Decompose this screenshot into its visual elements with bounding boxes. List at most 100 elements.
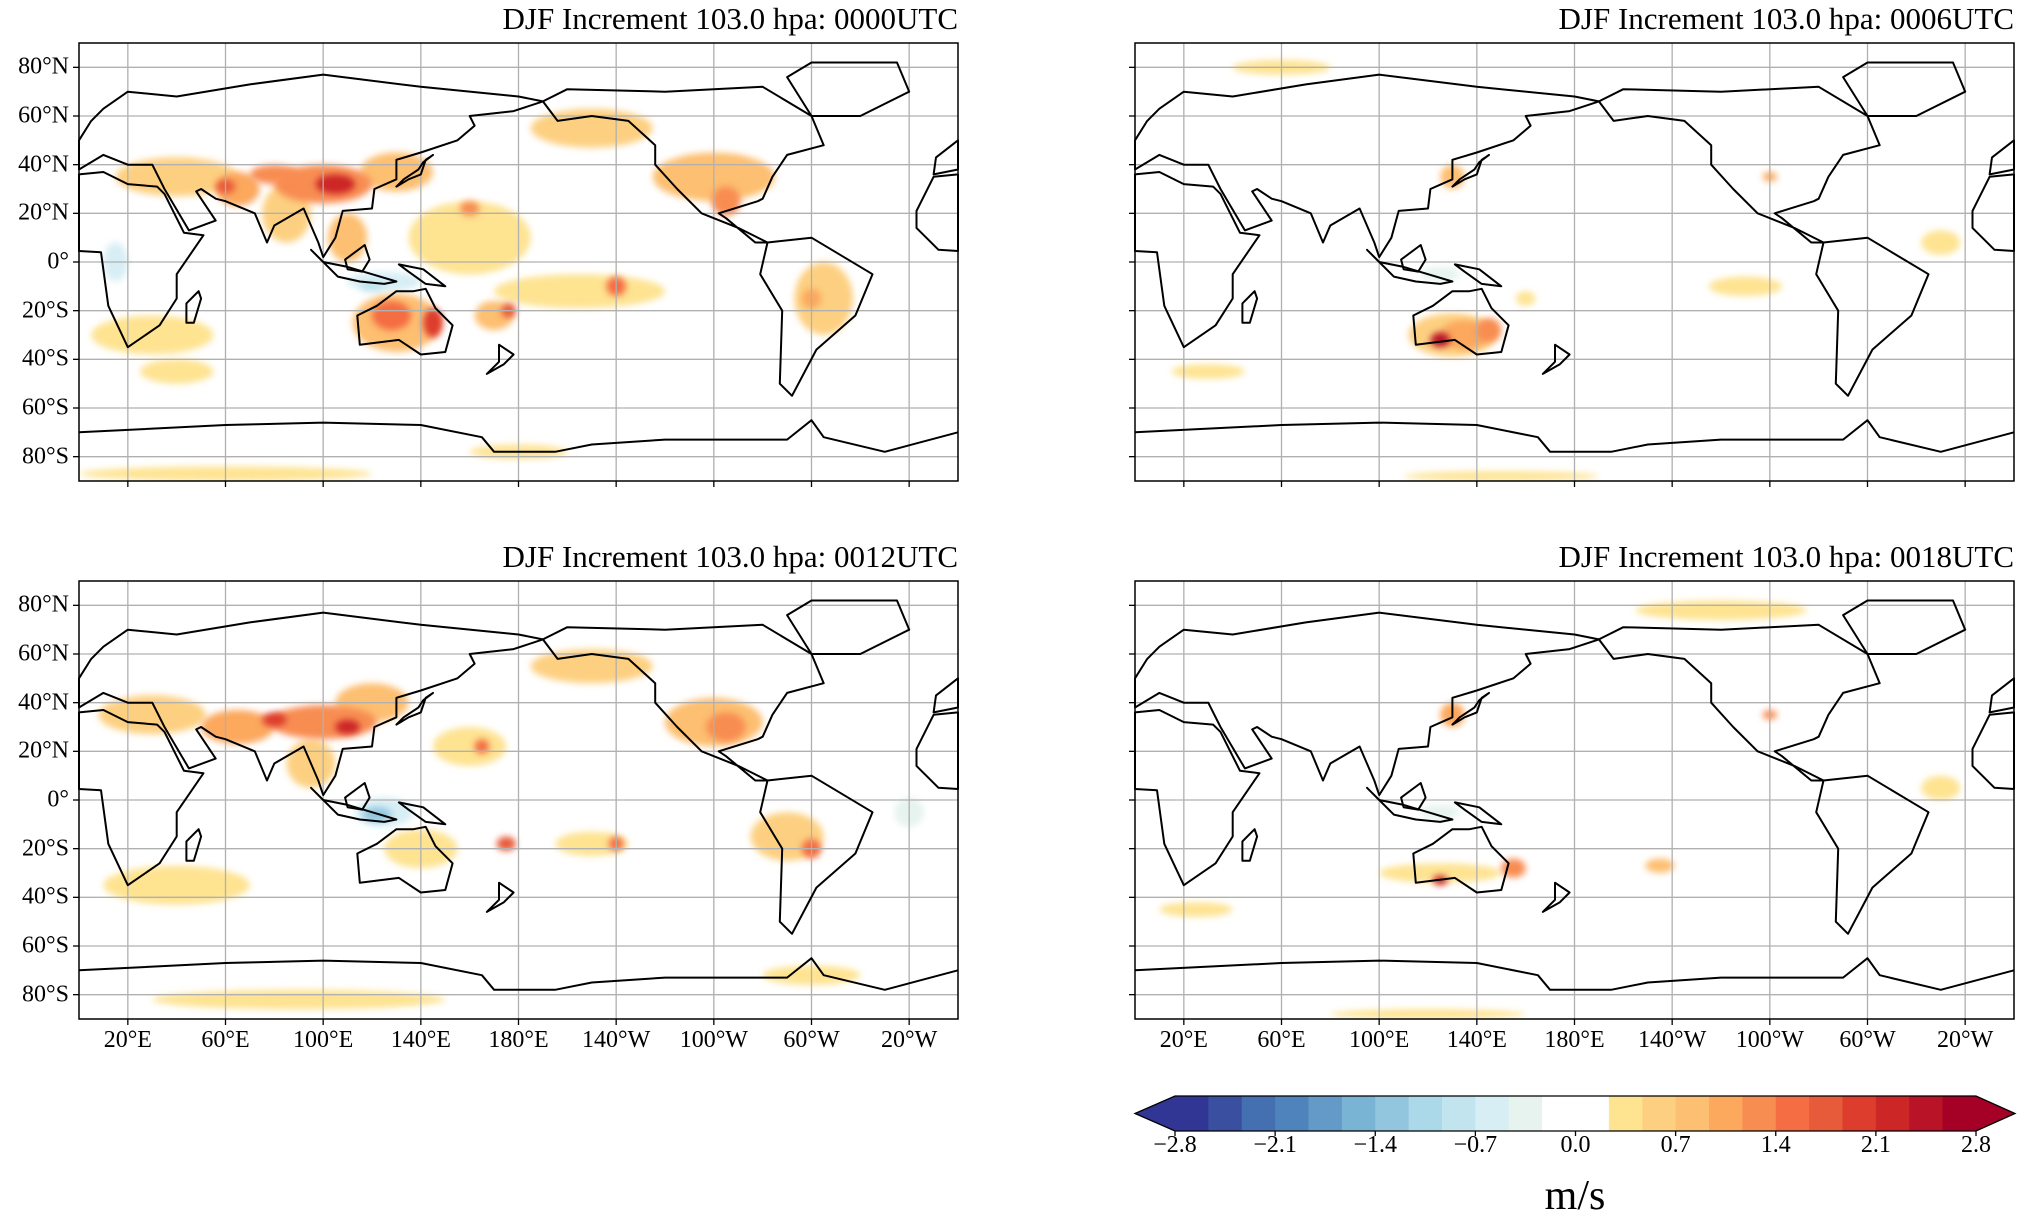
lat-tick-label: 20°S	[22, 835, 69, 862]
coastline-nz	[485, 343, 515, 375]
colorbar-swatch	[1575, 1096, 1610, 1131]
colorbar-swatch	[1642, 1096, 1677, 1131]
gridlines	[1135, 43, 2014, 481]
colorbar-swatch	[1375, 1096, 1410, 1131]
coastline-greenland	[1842, 599, 1967, 655]
colorbar-swatch	[1942, 1096, 1977, 1131]
lon-tick-label: 20°W	[881, 1027, 938, 1053]
colorbar-swatch	[1909, 1096, 1944, 1131]
coastline-newguinea	[397, 801, 447, 826]
lat-tick-label: 80°S	[22, 981, 69, 1008]
lat-tick-label: 0°	[47, 786, 69, 813]
lon-tick-label: 100°E	[293, 1027, 354, 1053]
map-panel-0018utc: DJF Increment 103.0 hpa: 0018UTC 20°E 60°…	[1129, 539, 2015, 1053]
lat-tick-label: 80°N	[18, 591, 69, 618]
coastline-japan	[1451, 691, 1490, 726]
colorbar-swatch	[1809, 1096, 1843, 1131]
coastline-nz	[1541, 881, 1571, 913]
colorbar-tick-label: 0.0	[1560, 1132, 1591, 1158]
colorbar-swatch	[1208, 1096, 1243, 1131]
coastline-africa	[78, 171, 205, 349]
coastline-africa	[1134, 709, 1261, 887]
coastline-antarctica	[1134, 419, 2015, 453]
coastline-nz	[485, 881, 515, 913]
coastline-africa	[1134, 171, 1261, 349]
colorbar-swatch	[1408, 1096, 1443, 1131]
map-canvas	[73, 580, 959, 1025]
lon-tick-label: 60°W	[783, 1027, 840, 1053]
coastline-newguinea	[397, 263, 447, 288]
map-panel-0006utc: DJF Increment 103.0 hpa: 0006UTC	[1129, 1, 2015, 487]
lon-tick-label: 60°W	[1839, 1027, 1896, 1053]
colorbar-swatch	[1341, 1096, 1376, 1131]
colorbar-swatch	[1742, 1096, 1777, 1131]
lat-tick-label: 80°N	[18, 53, 69, 80]
coastline-eurasia	[1988, 139, 2015, 176]
coastline-antarctica	[78, 419, 959, 453]
coastline-borneo	[1400, 244, 1427, 273]
lon-tick-label: 140°E	[1446, 1027, 1507, 1053]
colorbar-swatch	[1775, 1096, 1810, 1131]
coastline-samerica	[1815, 236, 1930, 397]
coastline-eurasia	[78, 73, 544, 259]
coastline-australia	[356, 287, 454, 356]
coastline-africa	[78, 709, 205, 887]
colorbar-swatch	[1308, 1096, 1343, 1131]
map-canvas	[1129, 580, 2015, 1025]
lat-tick-label: 60°N	[18, 102, 69, 129]
coastline-borneo	[1400, 782, 1427, 811]
colorbar-swatch	[1709, 1096, 1743, 1131]
lon-tick-label: 20°E	[1159, 1027, 1208, 1053]
lat-tick-label: 40°N	[18, 151, 69, 178]
coastline-greenland	[786, 599, 911, 655]
coastline-eurasia	[1134, 611, 1600, 797]
coastline-newguinea	[1453, 263, 1503, 288]
coastlines	[78, 61, 959, 453]
lat-tick-label: 20°N	[18, 199, 69, 226]
coastline-australia	[1412, 287, 1510, 356]
coastlines	[1134, 61, 2015, 453]
coastline-greenland	[786, 61, 911, 117]
colorbar-swatch	[1542, 1096, 1576, 1131]
coastline-samerica	[759, 236, 874, 397]
colorbar-extend-min	[1135, 1096, 1175, 1131]
coastline-eurasia	[1988, 677, 2015, 714]
coastline-eurasia	[1134, 73, 1600, 259]
lon-tick-label: 100°W	[1735, 1027, 1804, 1053]
colorbar: m/s −2.8 −2.1 −1.4 −0.7 0.0 0.7 1.4 2.1 2.8	[1130, 1090, 2020, 1230]
colorbar-swatch	[1475, 1096, 1510, 1131]
coastline-madagascar	[1241, 828, 1259, 862]
lon-tick-label: 60°E	[1257, 1027, 1306, 1053]
colorbar-tick-label: −2.8	[1153, 1132, 1197, 1158]
colorbar-tick-label: 2.8	[1961, 1132, 1991, 1158]
lat-tick-label: 60°S	[22, 932, 69, 959]
colorbar-tick-label: −1.4	[1353, 1132, 1398, 1158]
panel-title: DJF Increment 103.0 hpa: 0018UTC	[1558, 539, 2014, 574]
lat-tick-label: 80°S	[22, 443, 69, 470]
map-panel-0012utc: DJF Increment 103.0 hpa: 0012UTC 80°N 60°…	[18, 539, 959, 1053]
coastline-borneo	[344, 244, 371, 273]
colorbar-tick-label: 0.7	[1660, 1132, 1691, 1158]
colorbar-tick-label: −2.1	[1253, 1132, 1297, 1158]
coastline-newguinea	[1453, 801, 1503, 826]
map-canvas	[1129, 42, 2015, 487]
lon-tick-label: 140°W	[582, 1027, 651, 1053]
colorbar-swatch	[1842, 1096, 1877, 1131]
colorbar-swatch	[1275, 1096, 1309, 1131]
colorbar-tick-label: 1.4	[1760, 1132, 1791, 1158]
panel-title: DJF Increment 103.0 hpa: 0006UTC	[1558, 1, 2014, 36]
coastline-japan	[395, 691, 434, 726]
colorbar-unit-label: m/s	[1544, 1173, 1606, 1219]
coastline-japan	[395, 153, 434, 188]
lon-tick-label: 100°W	[679, 1027, 748, 1053]
coastline-antarctica	[78, 957, 959, 991]
lon-tick-label: 20°W	[1937, 1027, 1994, 1053]
coastline-australia	[356, 825, 454, 894]
lat-tick-label: 40°S	[22, 883, 69, 910]
map-panel-0000utc: DJF Increment 103.0 hpa: 0000UTC 80°N 60°…	[18, 1, 959, 487]
colorbar-swatch	[1608, 1096, 1643, 1131]
coastline-japan	[1451, 153, 1490, 188]
colorbar-extend-max	[1976, 1096, 2015, 1131]
lon-tick-label: 140°W	[1638, 1027, 1707, 1053]
colorbar-graphic	[1133, 1095, 2017, 1136]
